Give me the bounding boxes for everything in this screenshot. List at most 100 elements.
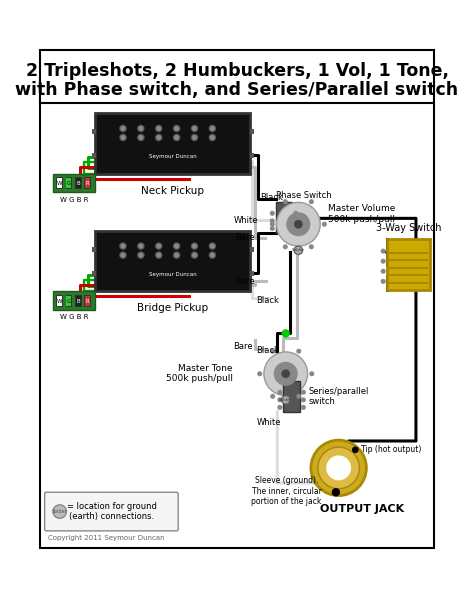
Text: W: W <box>57 181 63 186</box>
Circle shape <box>209 134 216 141</box>
Bar <box>85 295 90 306</box>
Circle shape <box>174 252 179 258</box>
Bar <box>76 178 81 188</box>
Bar <box>91 246 96 252</box>
Circle shape <box>53 505 66 518</box>
Circle shape <box>138 252 144 258</box>
Text: B: B <box>76 298 80 304</box>
Bar <box>91 153 96 158</box>
Circle shape <box>282 329 290 338</box>
Circle shape <box>277 405 283 410</box>
Text: Bare: Bare <box>235 233 255 242</box>
Text: G: G <box>67 298 71 304</box>
Circle shape <box>282 396 290 404</box>
Circle shape <box>381 259 386 264</box>
Text: Black: Black <box>260 193 283 202</box>
Bar <box>84 177 91 189</box>
Circle shape <box>273 362 298 386</box>
Bar <box>65 295 73 307</box>
Circle shape <box>381 269 386 274</box>
Circle shape <box>173 134 181 141</box>
Circle shape <box>155 124 163 132</box>
Circle shape <box>120 126 126 131</box>
Text: Bare: Bare <box>233 343 253 352</box>
Circle shape <box>264 352 308 396</box>
Bar <box>85 178 90 188</box>
Circle shape <box>210 252 215 258</box>
Text: W: W <box>57 298 63 304</box>
Bar <box>57 178 62 188</box>
Bar <box>84 295 91 307</box>
Circle shape <box>270 218 275 224</box>
Text: Bare: Bare <box>235 277 255 286</box>
Circle shape <box>301 390 306 395</box>
Circle shape <box>257 371 262 376</box>
Text: Series/parallel
switch: Series/parallel switch <box>309 387 369 406</box>
Circle shape <box>301 405 306 410</box>
Text: (earth) connections.: (earth) connections. <box>69 512 155 521</box>
Bar <box>250 153 254 158</box>
Text: Sleeve (ground).
The inner, circular
portion of the jack: Sleeve (ground). The inner, circular por… <box>251 476 322 506</box>
Text: 2 Tripleshots, 2 Humbuckers, 1 Vol, 1 Tone,: 2 Tripleshots, 2 Humbuckers, 1 Vol, 1 To… <box>26 62 448 80</box>
Circle shape <box>210 243 215 249</box>
Text: 3-Way Switch: 3-Way Switch <box>375 224 441 233</box>
Bar <box>56 295 63 307</box>
Circle shape <box>191 134 198 141</box>
Circle shape <box>301 397 306 402</box>
Text: Seymour Duncan: Seymour Duncan <box>149 272 197 277</box>
Circle shape <box>138 243 144 249</box>
Text: Seymour Duncan: Seymour Duncan <box>149 154 197 160</box>
Circle shape <box>210 126 215 131</box>
Circle shape <box>283 244 288 249</box>
Circle shape <box>191 251 198 259</box>
Circle shape <box>137 134 145 141</box>
Circle shape <box>155 134 163 141</box>
Circle shape <box>156 135 161 140</box>
Bar <box>276 202 292 233</box>
Bar <box>75 177 82 189</box>
Circle shape <box>282 370 290 378</box>
Bar <box>250 271 254 276</box>
Bar <box>95 114 250 174</box>
Circle shape <box>293 218 298 224</box>
Text: B: B <box>76 181 80 186</box>
Bar <box>57 295 62 306</box>
Circle shape <box>322 222 327 227</box>
Bar <box>91 129 96 134</box>
Bar <box>56 177 63 189</box>
Circle shape <box>277 397 283 402</box>
Circle shape <box>192 126 197 131</box>
Circle shape <box>309 199 314 204</box>
Circle shape <box>309 371 314 376</box>
Circle shape <box>209 242 216 250</box>
Circle shape <box>191 242 198 250</box>
Circle shape <box>209 251 216 259</box>
Circle shape <box>173 251 181 259</box>
Circle shape <box>270 349 275 354</box>
Text: Black: Black <box>256 296 279 305</box>
Circle shape <box>138 126 144 131</box>
Circle shape <box>293 226 298 231</box>
Circle shape <box>326 456 351 480</box>
Text: Phase Switch: Phase Switch <box>276 191 331 200</box>
Circle shape <box>270 210 275 216</box>
Circle shape <box>210 135 215 140</box>
Text: White: White <box>234 215 258 224</box>
Circle shape <box>296 349 301 354</box>
Circle shape <box>137 242 145 250</box>
Circle shape <box>283 199 288 204</box>
Bar <box>53 291 95 310</box>
Circle shape <box>192 243 197 249</box>
Circle shape <box>191 124 198 132</box>
Text: G: G <box>67 181 71 186</box>
Bar <box>66 178 72 188</box>
Circle shape <box>173 124 181 132</box>
Bar <box>283 382 300 411</box>
Text: = location for ground: = location for ground <box>67 502 157 511</box>
Circle shape <box>277 390 283 395</box>
Circle shape <box>137 251 145 259</box>
Text: R: R <box>86 298 89 304</box>
Circle shape <box>174 243 179 249</box>
Circle shape <box>173 242 181 250</box>
Circle shape <box>352 447 359 453</box>
